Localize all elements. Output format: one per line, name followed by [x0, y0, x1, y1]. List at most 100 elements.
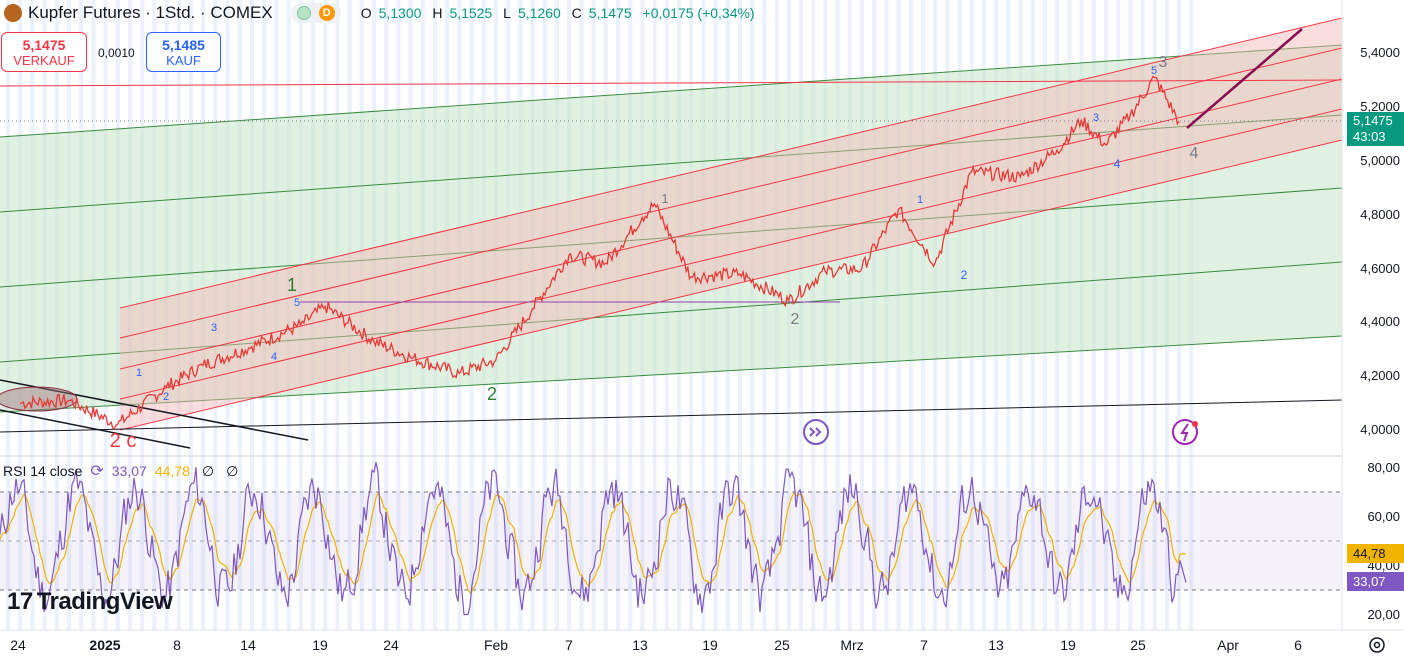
chart-header: Kupfer Futures · 1Std. · COMEX D O 5,1300… — [4, 2, 755, 24]
rsi-ma-tag: 44,78 — [1347, 544, 1404, 563]
price-tick-label: 5,4000 — [1360, 45, 1400, 61]
price-tick-label: 4,2000 — [1360, 368, 1400, 384]
rsi-tick-label: 60,00 — [1367, 508, 1400, 524]
alert-icon[interactable] — [803, 419, 829, 445]
time-tick-label: 7 — [565, 637, 573, 653]
rsi-line — [0, 462, 1187, 616]
buy-price: 5,1485 — [162, 37, 205, 53]
time-tick-label: 24 — [383, 637, 399, 653]
sell-label: VERKAUF — [13, 53, 75, 68]
time-tick-label: 2025 — [89, 637, 121, 653]
time-tick-label: 19 — [312, 637, 328, 653]
countdown-label: 43:03 — [1353, 129, 1386, 144]
tradingview-wordmark: TradingView — [36, 588, 173, 615]
sell-button[interactable]: 5,1475 VERKAUF — [1, 32, 87, 72]
open-value: 5,1300 — [378, 5, 422, 21]
price-tick-label: 4,6000 — [1360, 260, 1400, 276]
spread-value: 0,0010 — [98, 46, 135, 60]
resistance-line — [0, 79, 1342, 87]
time-tick-label: 25 — [774, 637, 790, 653]
green-channel-top — [0, 44, 1342, 138]
time-tick-label: Mrz — [840, 637, 864, 653]
rsi-value: 33,07 — [111, 463, 147, 479]
refresh-icon[interactable]: ⟳ — [90, 463, 104, 480]
wave-ellipse — [0, 386, 78, 412]
wave-label: 2 — [163, 391, 169, 403]
price-tick-label: 4,0000 — [1360, 422, 1400, 437]
null-value-1: ∅ — [201, 462, 215, 479]
high-value: 5,1525 — [449, 5, 493, 21]
time-tick-label: 13 — [632, 637, 648, 653]
tradingview-logo[interactable]: 17 TradingView — [7, 588, 173, 616]
change-value: +0,0175 (+0,34%) — [642, 5, 755, 21]
black-down-line-2 — [0, 409, 191, 449]
wave-label: 1 — [287, 275, 297, 295]
green-channel-bottom — [0, 335, 1342, 413]
rsi-tick-label: 20,00 — [1367, 606, 1400, 622]
time-tick-label: Feb — [483, 637, 509, 653]
lightning-icon[interactable] — [1172, 419, 1198, 445]
ohlc-values: O 5,1300 H 5,1525 L 5,1260 C 5,1475 +0,0175 … — [360, 5, 755, 21]
rsi-title: RSI 14 close — [3, 463, 83, 479]
rsi-tick-label: 80,00 — [1367, 459, 1400, 475]
null-value-2: ∅ — [226, 462, 239, 479]
wave-label: 4 — [271, 351, 277, 363]
sell-price: 5,1475 — [22, 37, 66, 53]
market-status-pill[interactable]: D — [290, 3, 341, 23]
time-tick-label: Apr — [1217, 637, 1239, 653]
green-channel — [0, 45, 1342, 412]
copper-symbol-icon — [4, 4, 22, 22]
wave-label: 2 — [487, 384, 497, 404]
price-tick-label: 5,2000 — [1360, 99, 1400, 115]
time-tick-label: 7 — [920, 637, 928, 653]
wave-label: 2 — [791, 311, 800, 328]
buy-button[interactable]: 5,1485 KAUF — [146, 32, 221, 72]
wave-label: 4 — [1190, 145, 1199, 162]
settings-icon[interactable] — [1369, 637, 1385, 653]
price-tick-label: 5,0000 — [1360, 153, 1400, 168]
wave-label: 1 — [661, 191, 668, 206]
time-tick-label: 6 — [1294, 637, 1302, 653]
time-tick-label: 19 — [1060, 637, 1076, 653]
green-channel-mid3 — [0, 261, 1342, 363]
rsi-ma-value: 44,78 — [154, 463, 190, 479]
buy-label: KAUF — [166, 53, 201, 68]
black-down-line-1 — [0, 379, 309, 441]
low-value: 5,1260 — [517, 5, 561, 21]
wave-label: 2 c — [110, 430, 137, 452]
projection-arrow — [1186, 28, 1303, 129]
price-tick-label: 4,4000 — [1360, 314, 1400, 330]
price-line — [20, 75, 1180, 431]
wave-label: 5 — [294, 297, 300, 309]
current-price-label: 5,1475 — [1353, 113, 1393, 128]
wave-label: 3 — [1093, 112, 1099, 124]
market-open-icon — [296, 6, 311, 20]
time-tick-label: 13 — [988, 637, 1004, 653]
rsi-band — [0, 492, 1342, 590]
time-tick-label: 24 — [10, 637, 26, 653]
red-channel-line-4 — [119, 108, 1342, 400]
time-tick-label: 8 — [173, 637, 181, 653]
red-channel-line-1 — [119, 17, 1342, 309]
red-channel-line-5 — [119, 139, 1342, 431]
wave-label: 1 — [136, 367, 142, 379]
symbol-title[interactable]: Kupfer Futures · 1Std. · COMEX — [28, 3, 273, 22]
red-channel-line-3 — [119, 78, 1342, 370]
wave-label: 3 — [1159, 54, 1168, 71]
wave-label: 1 — [917, 194, 923, 206]
time-tick-label: 14 — [240, 637, 256, 653]
close-value: 5,1475 — [588, 5, 632, 21]
wave-label: 5 — [1151, 65, 1157, 77]
time-tick-label: 19 — [702, 637, 718, 653]
wave-label: 2 — [961, 268, 968, 282]
time-tick-label: 25 — [1130, 637, 1146, 653]
wave-label: 3 — [211, 322, 217, 334]
rsi-header[interactable]: RSI 14 close ⟳ 33,07 44,78 ∅ ∅ — [3, 461, 238, 481]
current-price-tag: 5,1475 43:03 — [1347, 112, 1404, 146]
delayed-badge: D — [318, 5, 335, 21]
price-tick-label: 4,8000 — [1360, 206, 1400, 222]
wave-label: 4 — [1114, 157, 1121, 171]
red-channel-line-2 — [119, 47, 1342, 339]
